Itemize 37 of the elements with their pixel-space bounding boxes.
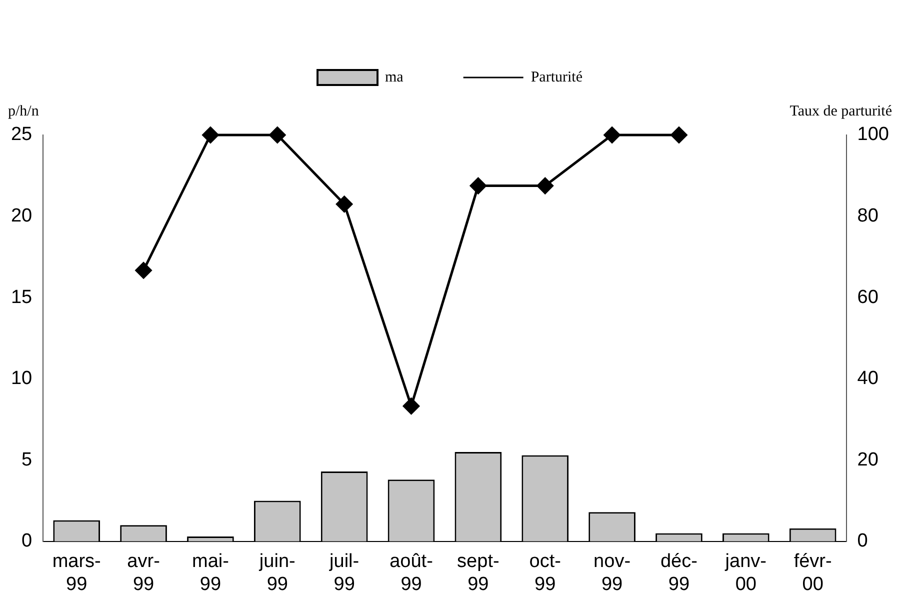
x-tick-label: août-99 [390, 551, 433, 595]
x-tick-label: janv-00 [724, 551, 766, 595]
y-tick-label: 20 [10, 206, 32, 227]
point [135, 262, 152, 279]
x-tick-label: juil-99 [328, 551, 360, 595]
x-tick-label: déc-99 [660, 551, 698, 595]
y-axis-title: p/h/n [8, 103, 40, 120]
x-tick-label: mars-99 [52, 551, 101, 595]
y2-tick-label: 80 [857, 206, 878, 227]
y-tick-label: 10 [10, 368, 32, 390]
legend-label: ma [385, 69, 404, 86]
point [269, 126, 286, 144]
y2-tick-label: 20 [857, 449, 878, 470]
legend-label: Parturité [530, 69, 583, 86]
y-tick-label: 0 [22, 530, 32, 552]
point [403, 398, 420, 414]
y-tick-label: 15 [10, 286, 32, 308]
x-tick-label: mai-99 [192, 551, 229, 595]
x-tick-label: juin-99 [258, 551, 296, 595]
y2-axis-title: Taux de parturité [790, 103, 892, 120]
x-tick-label: avr-99 [127, 551, 160, 595]
y2-tick-label: 100 [857, 124, 889, 146]
point [604, 126, 620, 144]
point [470, 178, 486, 194]
x-tick-label: févr-00 [794, 551, 832, 595]
point [536, 178, 554, 194]
x-tick-label: oct-99 [529, 551, 561, 595]
y2-tick-label: 40 [857, 368, 878, 390]
y2-tick-label: 60 [857, 286, 878, 308]
x-tick-label: nov-99 [594, 551, 631, 595]
point [336, 196, 353, 212]
x-tick-label: sept-99 [457, 551, 500, 595]
point [202, 126, 219, 144]
point [670, 126, 688, 144]
y-tick-label: 25 [10, 124, 32, 146]
y-tick-label: 5 [22, 449, 32, 470]
y2-tick-label: 0 [857, 530, 868, 552]
